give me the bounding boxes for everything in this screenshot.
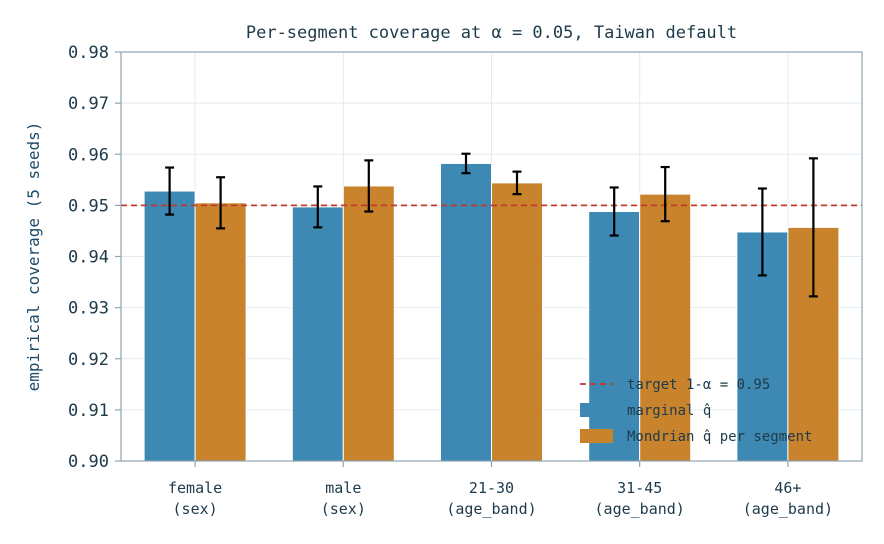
- y-tick-label: 0.95: [68, 196, 109, 216]
- bar-marginal: [143, 190, 196, 462]
- bar-marginal: [440, 162, 492, 462]
- x-tick-label: 46+: [774, 479, 801, 497]
- x-tick-label: male: [325, 479, 361, 497]
- legend-label-marginal: marginal q̂: [627, 403, 711, 419]
- y-axis-label: empirical coverage (5 seeds): [24, 122, 43, 392]
- legend: target 1-α = 0.95 marginal q̂ Mondrian q̂ …: [580, 377, 812, 445]
- legend-label-mondrian: Mondrian q̂ per segment: [627, 429, 812, 445]
- x-tick-label: 21-30: [469, 479, 514, 497]
- y-tick-label: 0.97: [68, 94, 109, 114]
- bar-mondrian: [639, 193, 692, 462]
- x-tick-label: (sex): [321, 500, 366, 518]
- x-tick-label: (age_band): [743, 500, 833, 518]
- legend-label-target: target 1-α = 0.95: [627, 377, 770, 393]
- bars: [143, 162, 840, 462]
- bar-mondrian: [342, 185, 395, 462]
- y-tick-label: 0.91: [68, 401, 109, 421]
- axes: 0.90 0.91 0.92 0.93 0.94 0.95 0.96 0.97 0.98 fema…: [68, 43, 833, 518]
- error-bars: [165, 152, 818, 298]
- y-tick-label: 0.96: [68, 145, 109, 165]
- legend-swatch-marginal: [580, 403, 613, 417]
- bar-mondrian: [194, 202, 247, 462]
- x-tick-label: (age_band): [595, 500, 685, 518]
- bar-marginal: [291, 206, 344, 462]
- bar-marginal: [588, 211, 641, 462]
- y-tick-label: 0.93: [68, 299, 109, 319]
- x-tick-label: 31-45: [617, 479, 662, 497]
- x-tick-label: (sex): [173, 500, 218, 518]
- bar-mondrian: [491, 182, 543, 462]
- x-tick-label: (age_band): [446, 500, 536, 518]
- y-tick-label: 0.92: [68, 350, 109, 370]
- y-tick-label: 0.90: [68, 452, 109, 472]
- y-tick-label: 0.94: [68, 248, 109, 268]
- chart-title: Per-segment coverage at α = 0.05, Taiwan…: [246, 23, 737, 43]
- x-tick-label: female: [168, 479, 222, 497]
- legend-swatch-mondrian: [580, 429, 613, 443]
- y-tick-label: 0.98: [68, 43, 109, 63]
